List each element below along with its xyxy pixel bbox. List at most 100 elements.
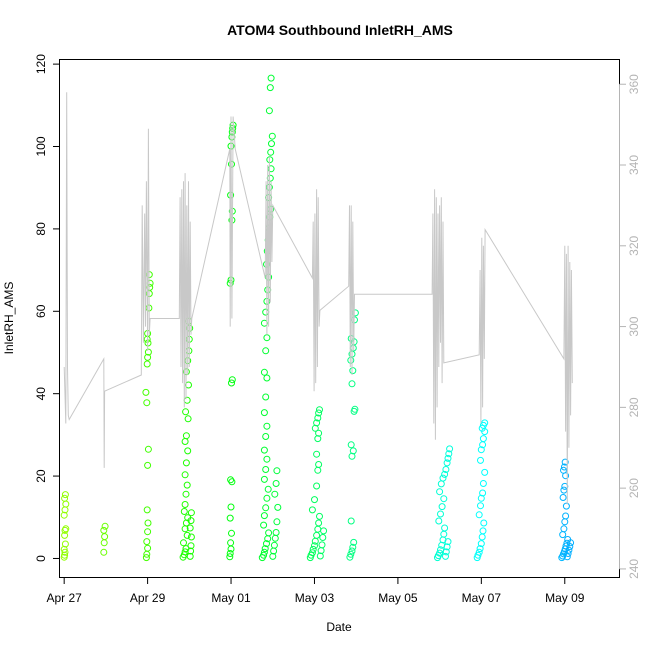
data-point	[445, 450, 453, 458]
data-point	[262, 466, 270, 473]
chart-title: ATOM4 Southbound InletRH_AMS	[227, 22, 453, 38]
data-point	[260, 512, 268, 520]
data-point	[266, 84, 274, 92]
data-point	[320, 527, 328, 535]
data-point	[61, 531, 69, 539]
data-point	[444, 454, 452, 462]
data-point	[228, 128, 236, 136]
data-point	[560, 525, 568, 533]
series-layer	[60, 74, 575, 562]
data-point	[61, 491, 69, 499]
data-point	[262, 393, 270, 401]
data-point	[144, 528, 152, 536]
data-point	[564, 550, 572, 557]
data-point	[347, 550, 355, 558]
data-point	[184, 415, 192, 423]
data-point	[270, 541, 278, 549]
y2-tick-label: 340	[627, 155, 641, 175]
data-point	[226, 553, 234, 561]
data-point	[62, 500, 70, 508]
data-point	[181, 438, 189, 445]
data-point	[315, 429, 323, 437]
data-point	[187, 547, 195, 555]
data-point	[100, 526, 108, 534]
data-point	[441, 524, 449, 532]
data-point	[271, 490, 279, 498]
x-tick-label: May 09	[545, 591, 585, 605]
data-point	[314, 414, 322, 422]
y2-tick-label: 260	[627, 478, 641, 498]
data-point	[187, 533, 195, 541]
data-point	[183, 396, 191, 404]
x-tick-label: May 05	[378, 591, 418, 605]
data-point	[182, 490, 190, 498]
data-point	[144, 348, 152, 356]
data-point	[268, 132, 276, 140]
data-point	[262, 504, 270, 512]
data-point	[186, 524, 194, 532]
data-point	[101, 533, 109, 541]
data-point	[348, 380, 356, 388]
data-point	[347, 517, 355, 525]
data-point	[144, 461, 152, 469]
data-point	[227, 276, 235, 284]
data-point	[143, 360, 151, 368]
data-point	[444, 538, 452, 546]
data-point	[478, 533, 486, 541]
data-point	[437, 480, 445, 488]
data-point	[268, 140, 275, 148]
data-point	[443, 459, 451, 467]
data-point	[314, 435, 322, 443]
data-point	[479, 480, 487, 487]
data-point	[477, 446, 485, 454]
data-point	[265, 529, 273, 537]
data-point	[315, 409, 323, 417]
y-tick-label: 60	[34, 304, 48, 318]
data-point	[479, 527, 487, 535]
x-tick-label: Apr 27	[46, 591, 82, 605]
data-point	[349, 447, 357, 455]
data-point	[62, 525, 70, 533]
data-point	[349, 543, 357, 551]
data-point	[142, 388, 150, 396]
data-point	[437, 510, 444, 518]
data-point	[100, 539, 108, 547]
data-point	[264, 485, 272, 493]
y-tick-label: 40	[34, 387, 48, 401]
x-tick-label: May 07	[462, 591, 502, 605]
data-point	[60, 511, 68, 519]
data-point	[480, 519, 488, 527]
data-point	[559, 494, 567, 501]
data-point	[101, 522, 109, 530]
data-point	[228, 529, 235, 537]
data-point	[559, 531, 567, 539]
data-point	[308, 549, 316, 557]
data-point	[435, 517, 443, 525]
data-point	[267, 74, 275, 82]
data-point	[348, 547, 356, 555]
y2-tick-label: 360	[627, 74, 641, 94]
data-point	[476, 545, 484, 553]
data-point	[477, 502, 484, 510]
data-point	[311, 542, 318, 550]
data-point	[273, 518, 281, 526]
data-point	[61, 540, 69, 548]
data-point	[440, 530, 448, 538]
data-point	[316, 552, 324, 560]
data-point	[313, 450, 321, 458]
data-point	[442, 552, 449, 560]
data-point	[143, 538, 151, 546]
data-point	[316, 406, 323, 414]
data-point	[436, 488, 444, 496]
y2-tick-label: 300	[627, 316, 641, 336]
data-point	[182, 459, 190, 467]
data-point	[260, 551, 268, 559]
data-point	[315, 461, 323, 468]
data-point	[182, 408, 190, 416]
data-point	[262, 308, 270, 316]
data-point	[313, 419, 321, 427]
data-point	[184, 447, 192, 455]
data-point	[311, 496, 318, 504]
data-point	[144, 353, 152, 361]
